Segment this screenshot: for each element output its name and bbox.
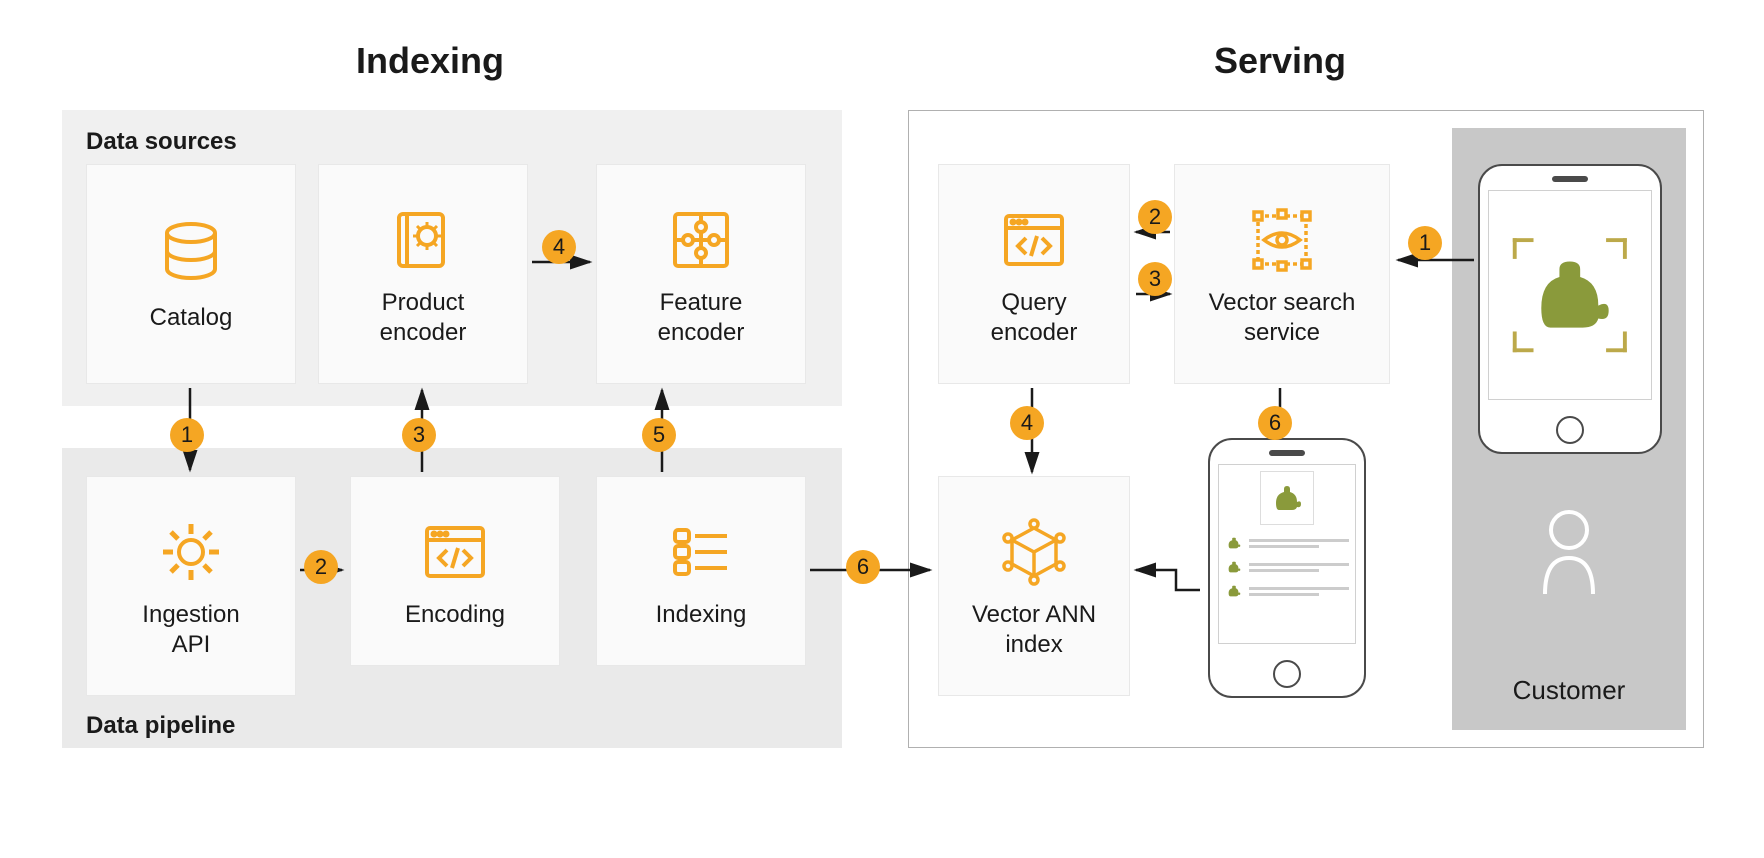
data-sources-label: Data sources [86,128,237,156]
ingestion-api-label: IngestionAPI [142,600,239,660]
step-badge-6: 6 [846,550,880,584]
code-window-icon [415,512,495,592]
cube-icon [994,512,1074,592]
step-badge-1: 1 [1408,226,1442,260]
results-phone [1208,438,1366,698]
vector-search-node: Vector searchservice [1174,164,1390,384]
vector-ann-node: Vector ANNindex [938,476,1130,696]
phone-home-button [1273,660,1301,688]
query-encoder-label: Queryencoder [991,288,1078,348]
phone-speaker [1552,176,1588,182]
vector-ann-label: Vector ANNindex [972,600,1096,660]
step-badge-6: 6 [1258,406,1292,440]
serving-title: Serving [1180,40,1380,82]
indexing-node: Indexing [596,476,806,666]
indexing-title: Indexing [330,40,530,82]
person-icon [1537,508,1601,598]
book-gear-icon [383,200,463,280]
product-encoder-node: Productencoder [318,164,528,384]
catalog-node: Catalog [86,164,296,384]
phone-speaker [1269,450,1305,456]
step-badge-5: 5 [642,418,676,452]
encoding-node: Encoding [350,476,560,666]
customer-label: Customer [1452,675,1686,706]
database-icon [151,215,231,295]
feature-encoder-node: Featureencoder [596,164,806,384]
step-badge-3: 3 [402,418,436,452]
phone-screen [1218,464,1356,644]
encoding-label: Encoding [405,600,505,630]
vector-search-label: Vector searchservice [1209,288,1356,348]
indexing-label: Indexing [656,600,747,630]
ingestion-api-node: IngestionAPI [86,476,296,696]
puzzle-icon [661,200,741,280]
step-badge-4: 4 [1010,406,1044,440]
query-encoder-node: Queryencoder [938,164,1130,384]
code-window-icon [994,200,1074,280]
catalog-label: Catalog [150,303,233,333]
data-pipeline-label: Data pipeline [86,712,235,740]
step-badge-1: 1 [170,418,204,452]
feature-encoder-label: Featureencoder [658,288,745,348]
list-icon [661,512,741,592]
customer-phone [1478,164,1662,454]
step-badge-2: 2 [304,550,338,584]
step-badge-3: 3 [1138,262,1172,296]
step-badge-2: 2 [1138,200,1172,234]
phone-screen [1488,190,1652,400]
vision-icon [1242,200,1322,280]
step-badge-4: 4 [542,230,576,264]
gear-icon [151,512,231,592]
product-encoder-label: Productencoder [380,288,467,348]
phone-home-button [1556,416,1584,444]
